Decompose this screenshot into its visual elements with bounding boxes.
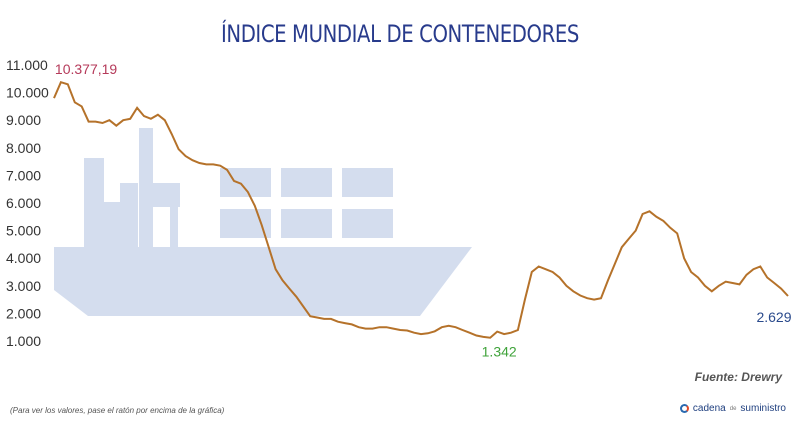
max-value-label: 10.377,19 <box>55 61 117 77</box>
ship-container <box>220 209 271 238</box>
hover-hint: (Para ver los valores, pase el ratón por… <box>10 406 225 415</box>
y-tick-label: 9.000 <box>6 112 41 128</box>
brand-name-part1: cadena <box>692 403 726 414</box>
ship-container <box>342 168 393 197</box>
circle-logo-icon <box>679 404 689 413</box>
ship-container <box>281 168 332 197</box>
y-tick-label: 7.000 <box>6 167 41 183</box>
y-tick-label: 8.000 <box>6 140 41 156</box>
ship-bridge <box>153 183 180 207</box>
annotations: 10.377,19 1.342 2.629 <box>55 61 792 359</box>
chart-title: ÍNDICE MUNDIAL DE CONTENEDORES <box>220 20 580 48</box>
ship-deck <box>104 202 120 248</box>
ship-tower <box>84 158 104 248</box>
y-tick-label: 2.000 <box>6 305 41 321</box>
y-tick-label: 11.000 <box>6 57 48 73</box>
min-value-label: 1.342 <box>482 344 517 360</box>
y-tick-label: 4.000 <box>6 250 41 266</box>
y-tick-label: 3.000 <box>6 278 41 294</box>
brand-name-part3: suministro <box>740 403 786 414</box>
ship-hull <box>54 247 472 316</box>
y-tick-label: 6.000 <box>6 195 41 211</box>
ship-container <box>342 209 393 238</box>
brand-name-part2: de <box>729 405 737 412</box>
source-label: Fuente: Drewry <box>694 370 782 384</box>
ship-bridge <box>170 207 178 248</box>
y-tick-label: 1.000 <box>6 333 41 349</box>
ship-icon <box>54 128 472 316</box>
brand-logo[interactable]: cadena de suministro <box>679 403 786 414</box>
ship-funnel <box>139 128 153 248</box>
ship-container <box>281 209 332 238</box>
series-line[interactable] <box>53 80 789 339</box>
y-axis-ticks: 11.000 10.000 9.000 8.000 7.000 6.000 5.000 4.0… <box>6 57 49 349</box>
y-tick-label: 10.000 <box>6 85 49 101</box>
last-value-label: 2.629 <box>756 309 791 325</box>
y-tick-label: 5.000 <box>6 223 41 239</box>
ship-deck <box>120 183 138 248</box>
